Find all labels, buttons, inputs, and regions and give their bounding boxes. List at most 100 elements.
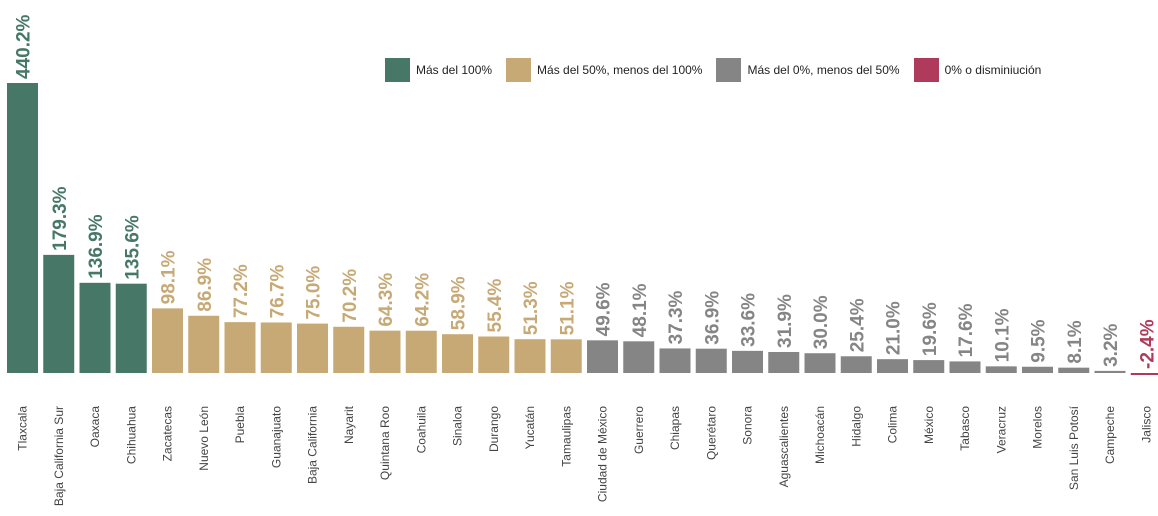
- category-label-aguascalientes: Aguascalientes: [777, 406, 791, 487]
- value-label-puebla: 77.2%: [231, 264, 252, 318]
- value-label-queretaro: 36.9%: [702, 291, 723, 345]
- value-label-chiapas: 37.3%: [666, 290, 687, 344]
- category-label-jalisco: Jalisco: [1139, 406, 1153, 443]
- legend: Más del 100% Más del 50%, menos del 100%…: [385, 58, 1055, 82]
- legend-swatch-mid: [506, 58, 532, 82]
- value-label-baja-california: 75.0%: [304, 266, 325, 320]
- value-label-nayarit: 70.2%: [340, 269, 361, 323]
- category-label-colima: Colima: [886, 406, 900, 444]
- bar-michoacan: [804, 353, 836, 373]
- bar-sinaloa: [442, 334, 473, 373]
- bar-puebla: [224, 322, 256, 373]
- legend-swatch-high: [385, 58, 410, 82]
- bar-tamaulipas: [550, 339, 582, 373]
- category-label-baja-california-sur: Baja California Sur: [52, 406, 66, 506]
- value-label-ciudad-de-mexico: 49.6%: [594, 282, 615, 336]
- value-label-veracruz: 10.1%: [992, 308, 1013, 362]
- category-label-nayarit: Nayarit: [342, 405, 356, 444]
- bar-campeche: [1094, 370, 1126, 373]
- value-label-san-luis-potosi: 8.1%: [1065, 320, 1086, 363]
- value-label-yucatan: 51.3%: [521, 281, 542, 335]
- value-label-chihuahua: 135.6%: [122, 215, 143, 280]
- bar-durango: [478, 336, 510, 373]
- bar-veracruz: [985, 366, 1017, 373]
- legend-label-low: Más del 0%, menos del 50%: [747, 63, 900, 77]
- bar-quintana-roo: [369, 330, 401, 373]
- legend-item-negative: 0% o disminiución: [913, 58, 1042, 82]
- bar-chihuahua: [115, 283, 147, 373]
- bar-nuevo-leon: [188, 315, 220, 373]
- category-label-ciudad-de-mexico: Ciudad de México: [596, 406, 610, 502]
- value-label-tabasco: 17.6%: [956, 303, 977, 357]
- bar-queretaro: [695, 348, 727, 373]
- bar-baja-california-sur: [43, 254, 75, 373]
- value-label-mexico: 19.6%: [920, 302, 941, 356]
- category-label-michoacan: Michoacán: [813, 406, 827, 464]
- category-label-yucatan: Yucatán: [523, 406, 537, 449]
- category-label-mexico: México: [922, 406, 936, 444]
- value-label-nuevo-leon: 86.9%: [195, 258, 216, 312]
- category-label-baja-california: Baja California: [306, 406, 320, 484]
- category-label-coahuila: Coahuila: [414, 406, 428, 454]
- bar-yucatan: [514, 339, 546, 373]
- value-label-zacatecas: 98.1%: [159, 250, 180, 304]
- category-label-veracruz: Veracruz: [994, 406, 1008, 453]
- legend-swatch-negative: [913, 58, 939, 82]
- category-label-chiapas: Chiapas: [668, 406, 682, 450]
- value-label-sinaloa: 58.9%: [449, 276, 470, 330]
- value-label-quintana-roo: 64.3%: [376, 273, 397, 327]
- value-label-tamaulipas: 51.1%: [557, 281, 578, 335]
- bar-aguascalientes: [768, 351, 800, 373]
- category-label-guanajuato: Guanajuato: [269, 406, 283, 468]
- value-label-tlaxcala: 440.2%: [14, 14, 35, 79]
- category-label-durango: Durango: [487, 406, 501, 452]
- category-label-morelos: Morelos: [1031, 406, 1045, 449]
- bar-sonora: [732, 350, 763, 373]
- legend-label-mid: Más del 50%, menos del 100%: [537, 63, 703, 77]
- category-label-tlaxcala: Tlaxcala: [16, 406, 30, 451]
- bar-chiapas: [659, 348, 691, 373]
- bar-guanajuato: [260, 322, 292, 373]
- bar-baja-california: [297, 323, 328, 373]
- value-label-hidalgo: 25.4%: [847, 298, 868, 352]
- category-label-queretaro: Querétaro: [704, 406, 718, 460]
- bar-san-luis-potosi: [1058, 367, 1090, 373]
- category-label-puebla: Puebla: [233, 406, 247, 444]
- category-label-sinaloa: Sinaloa: [451, 406, 465, 446]
- legend-label-high: Más del 100%: [416, 63, 493, 77]
- legend-swatch-low: [716, 58, 742, 82]
- bar-oaxaca: [79, 282, 111, 373]
- bar-zacatecas: [152, 308, 183, 373]
- category-label-zacatecas: Zacatecas: [161, 406, 175, 461]
- value-label-durango: 55.4%: [485, 279, 506, 333]
- category-label-campeche: Campeche: [1103, 406, 1117, 464]
- value-label-colima: 21.0%: [884, 301, 905, 355]
- category-label-tamaulipas: Tamaulipas: [559, 406, 573, 467]
- value-label-oaxaca: 136.9%: [86, 214, 107, 279]
- bar-jalisco: [1130, 373, 1158, 375]
- category-label-oaxaca: Oaxaca: [88, 406, 102, 448]
- value-label-coahuila: 64.2%: [412, 273, 433, 327]
- legend-label-negative: 0% o disminiución: [944, 63, 1042, 77]
- legend-item-mid: Más del 50%, menos del 100%: [506, 58, 702, 82]
- category-label-quintana-roo: Quintana Roo: [378, 406, 392, 480]
- bar-coahuila: [405, 330, 437, 373]
- category-label-tabasco: Tabasco: [958, 406, 972, 451]
- category-label-chihuahua: Chihuahua: [124, 406, 138, 464]
- bar-tlaxcala: [7, 83, 38, 373]
- category-label-san-luis-potosi: San Luis Potosí: [1067, 405, 1081, 490]
- bar-colima: [877, 359, 908, 373]
- bar-morelos: [1022, 366, 1053, 373]
- value-label-guerrero: 48.1%: [630, 283, 651, 337]
- value-label-jalisco: -2.4%: [1137, 319, 1158, 369]
- value-label-aguascalientes: 31.9%: [775, 294, 796, 348]
- category-label-nuevo-leon: Nuevo León: [197, 406, 211, 471]
- bar-guerrero: [623, 341, 655, 373]
- legend-item-low: Más del 0%, menos del 50%: [716, 58, 900, 82]
- category-label-sonora: Sonora: [741, 406, 755, 445]
- value-label-campeche: 3.2%: [1101, 323, 1122, 366]
- value-label-guanajuato: 76.7%: [267, 264, 288, 318]
- value-label-morelos: 9.5%: [1029, 319, 1050, 362]
- bar-mexico: [913, 360, 945, 373]
